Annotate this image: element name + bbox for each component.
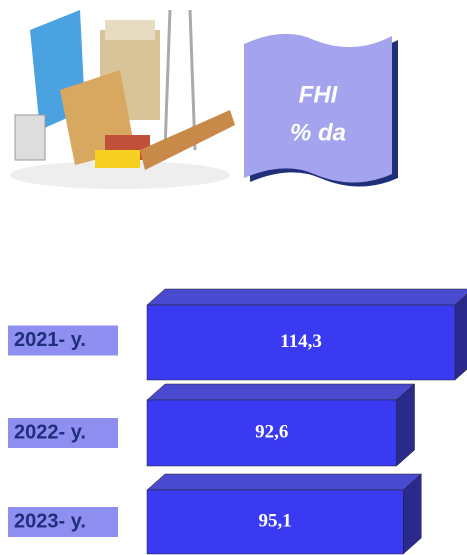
chart: FHI % da 2021- y. 114,3 2022- y. 92,6 2023- … — [0, 0, 467, 555]
category-label: 2023- y. — [14, 510, 86, 532]
bar-top — [147, 474, 421, 490]
value-label: 114,3 — [280, 331, 322, 352]
materials-illustration — [10, 10, 235, 189]
bar-top — [147, 384, 415, 400]
bar-top — [147, 289, 467, 305]
category-label: 2021- y. — [14, 329, 86, 351]
category-label: 2022- y. — [14, 421, 86, 443]
banner-subtitle: % da — [290, 119, 346, 146]
value-label: 95,1 — [259, 510, 292, 531]
banner-title: FHI — [299, 81, 339, 108]
banner: FHI % da — [244, 34, 398, 187]
value-label: 92,6 — [255, 421, 288, 442]
